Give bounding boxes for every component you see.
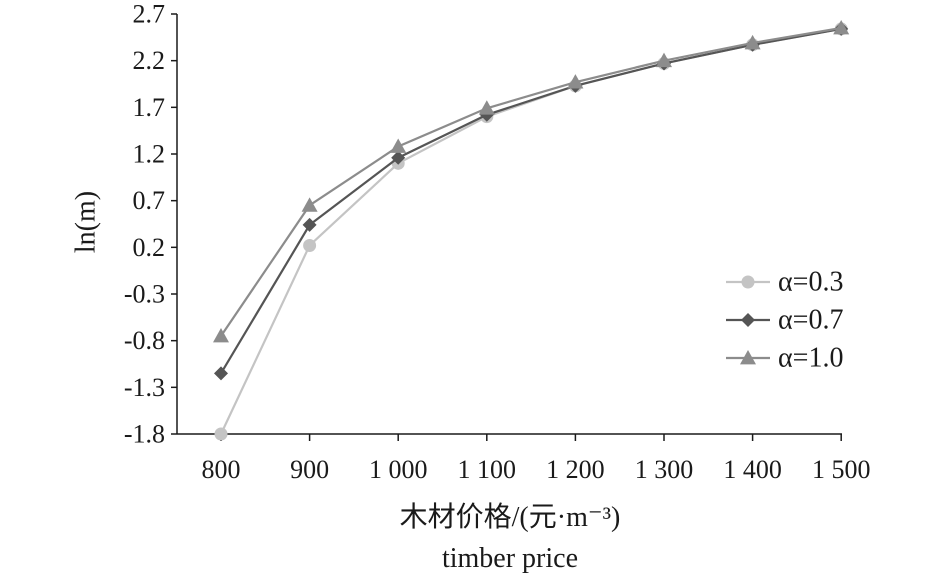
- data-point: [214, 366, 228, 381]
- legend-marker: [740, 350, 756, 365]
- data-point: [302, 217, 317, 232]
- x-axis-ticks: 800 900 1 000 1 100 1 200 1 300 1 400 1 500: [202, 434, 871, 484]
- series-line: [220, 27, 842, 435]
- series-layer: [213, 20, 850, 441]
- x-tick-label: 1 200: [546, 455, 605, 484]
- y-tick-label: -1.8: [124, 420, 165, 449]
- y-tick-label: 2.7: [133, 0, 166, 29]
- data-point: [213, 328, 229, 343]
- data-point: [656, 52, 672, 68]
- series-line: [220, 26, 842, 337]
- x-tick-label: 900: [290, 455, 329, 484]
- legend: α=0.3 α=0.7 α=1.0: [726, 267, 843, 374]
- x-tick-label: 1 500: [812, 455, 871, 484]
- data-point: [744, 34, 761, 50]
- data-point: [478, 100, 495, 115]
- legend-item: α=0.3: [726, 267, 843, 298]
- x-tick-label: 1 000: [369, 455, 428, 484]
- y-axis-ticks: 2.7 2.2 1.7 1.2 0.7 0.2 -0.3 -0.8 -1.3 -1.8: [124, 0, 177, 449]
- x-tick-label: 1 100: [458, 455, 517, 484]
- y-axis-title: ln(m): [70, 191, 101, 253]
- y-tick-label: -0.3: [124, 280, 165, 309]
- y-tick-label: 2.2: [133, 46, 166, 75]
- x-tick-label: 800: [202, 455, 241, 484]
- data-point: [303, 238, 317, 252]
- y-tick-label: 1.2: [133, 140, 166, 169]
- axes: [176, 14, 842, 435]
- legend-marker: [741, 313, 755, 327]
- legend-item: α=0.7: [726, 305, 843, 336]
- x-tick-label: 1 400: [723, 455, 782, 484]
- y-tick-label: 0.7: [133, 186, 166, 215]
- legend-item: α=1.0: [726, 343, 843, 374]
- x-tick-label: 1 300: [635, 455, 694, 484]
- y-tick-label: 1.7: [133, 93, 166, 122]
- data-point: [833, 20, 850, 35]
- x-axis-title-english: timber price: [442, 543, 578, 574]
- data-point: [390, 138, 407, 153]
- legend-label: α=1.0: [778, 343, 843, 374]
- data-point: [391, 150, 406, 165]
- legend-marker: [741, 275, 755, 289]
- series-line: [220, 27, 842, 374]
- x-axis-title: 木材价格/(元·m⁻³): [400, 501, 621, 533]
- y-tick-label: 0.2: [133, 233, 166, 262]
- series-3: [213, 20, 850, 343]
- data-point: [567, 74, 584, 89]
- data-point: [214, 427, 228, 441]
- y-tick-label: -1.3: [124, 373, 165, 402]
- data-point: [301, 197, 318, 212]
- y-tick-label: -0.8: [124, 326, 165, 355]
- legend-label: α=0.7: [778, 305, 843, 336]
- legend-label: α=0.3: [778, 267, 843, 298]
